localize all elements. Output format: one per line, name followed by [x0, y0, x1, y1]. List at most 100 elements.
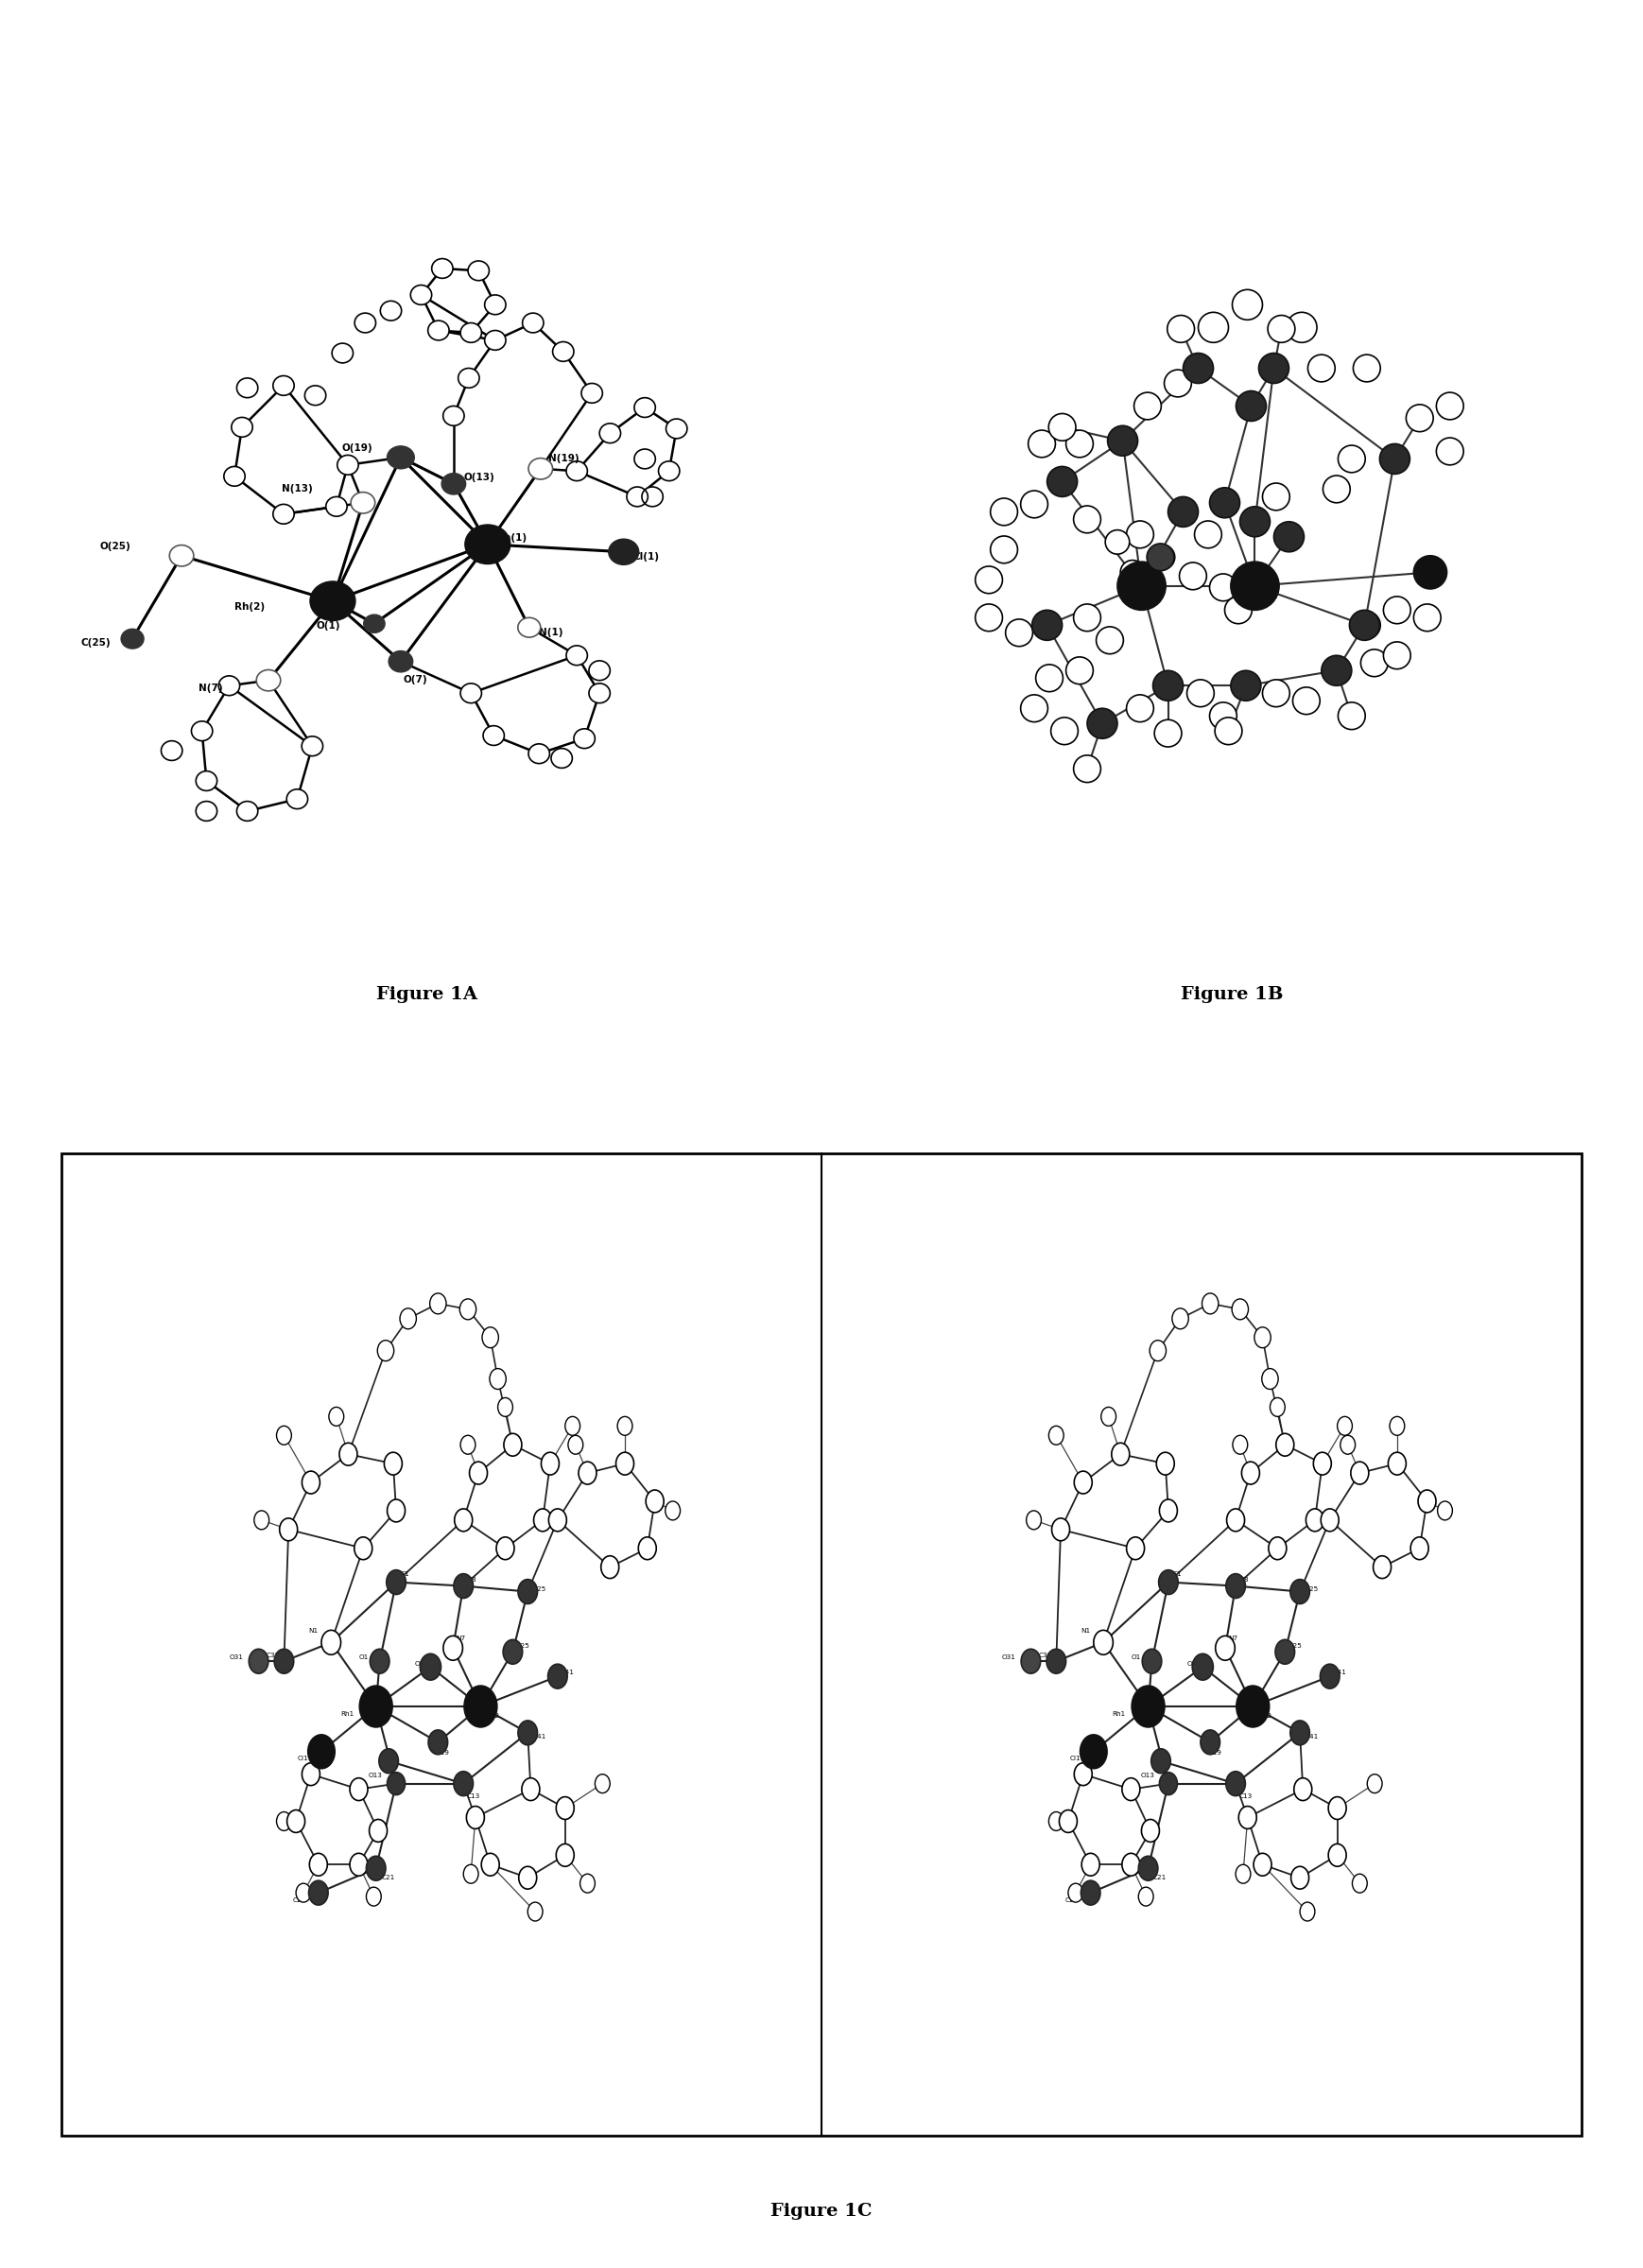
Circle shape	[421, 1653, 440, 1681]
Ellipse shape	[191, 721, 212, 742]
Text: O19: O19	[1208, 1749, 1222, 1755]
Ellipse shape	[582, 383, 603, 404]
Text: N7: N7	[1229, 1635, 1237, 1642]
Circle shape	[976, 603, 1002, 631]
Text: O(25): O(25)	[100, 542, 131, 551]
Ellipse shape	[588, 660, 610, 680]
Circle shape	[646, 1490, 664, 1513]
Circle shape	[463, 1864, 478, 1882]
Circle shape	[455, 1508, 473, 1531]
Circle shape	[1268, 1538, 1286, 1560]
Circle shape	[1160, 1771, 1178, 1794]
Circle shape	[1020, 490, 1048, 517]
Text: N1: N1	[1081, 1628, 1091, 1633]
Circle shape	[1232, 290, 1262, 320]
Text: O(13): O(13)	[463, 472, 495, 481]
Circle shape	[1121, 560, 1145, 585]
Circle shape	[370, 1649, 389, 1674]
Circle shape	[430, 1293, 447, 1313]
Circle shape	[1152, 1749, 1170, 1774]
Ellipse shape	[483, 726, 504, 746]
Circle shape	[1411, 1538, 1428, 1560]
Text: N(7): N(7)	[199, 683, 223, 692]
Circle shape	[1383, 596, 1411, 624]
Circle shape	[547, 1665, 567, 1690]
Circle shape	[1354, 354, 1380, 381]
Circle shape	[467, 1805, 485, 1828]
Circle shape	[329, 1406, 343, 1427]
Circle shape	[1293, 687, 1319, 714]
Circle shape	[1029, 431, 1055, 458]
Circle shape	[568, 1436, 583, 1454]
Circle shape	[534, 1508, 552, 1531]
Circle shape	[1236, 390, 1267, 422]
Circle shape	[1388, 1452, 1406, 1474]
Text: O41: O41	[1332, 1669, 1347, 1676]
Circle shape	[1291, 1867, 1309, 1889]
Ellipse shape	[352, 492, 375, 513]
Text: C13: C13	[467, 1794, 480, 1799]
Text: N7: N7	[457, 1635, 465, 1642]
Ellipse shape	[659, 460, 680, 481]
Circle shape	[1337, 703, 1365, 730]
Circle shape	[1374, 1556, 1392, 1579]
Circle shape	[1354, 612, 1380, 640]
Ellipse shape	[223, 467, 245, 485]
Circle shape	[1075, 1472, 1093, 1495]
Circle shape	[1275, 1640, 1295, 1665]
Text: O1: O1	[358, 1656, 368, 1660]
Circle shape	[1262, 483, 1290, 510]
Circle shape	[578, 1463, 596, 1483]
Circle shape	[1048, 413, 1076, 440]
Ellipse shape	[634, 449, 656, 469]
Circle shape	[1127, 694, 1153, 721]
Ellipse shape	[304, 386, 325, 406]
Text: Rh2: Rh2	[1259, 1712, 1272, 1719]
Circle shape	[1165, 370, 1191, 397]
Text: C41: C41	[532, 1733, 547, 1740]
Text: Rh1: Rh1	[1112, 1710, 1125, 1717]
Circle shape	[288, 1810, 306, 1833]
Circle shape	[1168, 497, 1198, 526]
Circle shape	[1224, 596, 1252, 624]
Circle shape	[1198, 313, 1229, 342]
Text: C31: C31	[1038, 1653, 1052, 1658]
Text: Cl(1): Cl(1)	[633, 553, 659, 562]
Circle shape	[1268, 315, 1295, 342]
Ellipse shape	[161, 742, 182, 760]
Circle shape	[1226, 1574, 1245, 1599]
Circle shape	[302, 1762, 320, 1785]
Circle shape	[518, 1579, 537, 1603]
Text: C21: C21	[1153, 1876, 1167, 1880]
Circle shape	[1032, 610, 1063, 640]
Text: C1: C1	[1173, 1572, 1181, 1576]
Circle shape	[1150, 1340, 1167, 1361]
Ellipse shape	[169, 544, 194, 567]
Circle shape	[340, 1442, 357, 1465]
Circle shape	[386, 1569, 406, 1594]
Circle shape	[1351, 1463, 1369, 1483]
Circle shape	[991, 499, 1017, 526]
Circle shape	[1122, 1853, 1140, 1876]
Ellipse shape	[529, 744, 550, 764]
Circle shape	[1321, 655, 1352, 685]
Circle shape	[1236, 1864, 1250, 1882]
Circle shape	[1254, 1327, 1270, 1347]
Text: O25: O25	[1288, 1644, 1301, 1649]
Text: C25: C25	[532, 1585, 547, 1592]
Circle shape	[639, 1538, 656, 1560]
Ellipse shape	[302, 737, 324, 755]
Circle shape	[1073, 755, 1101, 782]
Circle shape	[279, 1517, 297, 1540]
Circle shape	[1079, 1735, 1107, 1769]
Ellipse shape	[219, 676, 240, 696]
Ellipse shape	[273, 503, 294, 524]
Circle shape	[1081, 1853, 1099, 1876]
Ellipse shape	[665, 420, 687, 438]
Circle shape	[1157, 1452, 1175, 1474]
Circle shape	[460, 1300, 476, 1320]
Circle shape	[1073, 506, 1101, 533]
Circle shape	[1048, 1812, 1063, 1830]
Ellipse shape	[444, 406, 465, 426]
Circle shape	[1337, 445, 1365, 472]
